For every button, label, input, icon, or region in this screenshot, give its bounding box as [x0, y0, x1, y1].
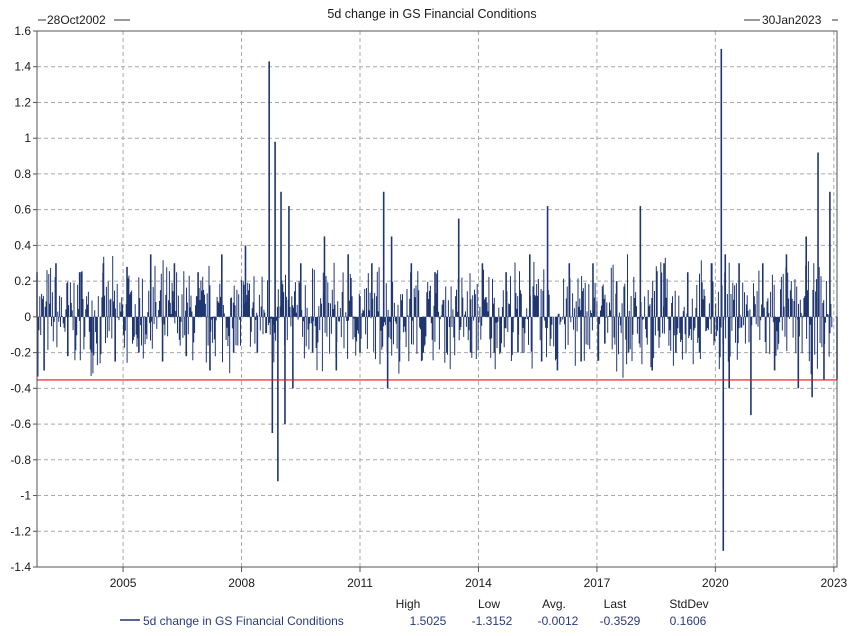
y-tick-label: 1.2 [14, 95, 31, 109]
stat-header-low: Low [478, 597, 500, 611]
x-tick-label: 2020 [702, 576, 729, 590]
series-line [36, 48, 838, 551]
stat-value-high: 1.5025 [410, 614, 447, 628]
x-tick-label: 2005 [110, 576, 137, 590]
y-tick-label: -1.4 [10, 560, 31, 574]
stat-value-last: -0.3529 [600, 614, 641, 628]
y-tick-label: 0.4 [14, 238, 31, 252]
y-tick-label: 0.6 [14, 203, 31, 217]
stat-value-low: -1.3152 [472, 614, 513, 628]
stat-value-avg: -0.0012 [538, 614, 579, 628]
y-tick-label: -0.4 [10, 381, 31, 395]
x-tick-label: 2011 [347, 576, 373, 590]
stat-header-high: High [396, 597, 421, 611]
series-noise [37, 254, 833, 378]
stat-header-stddev: StdDev [669, 597, 708, 611]
end-date-label: 30Jan2023 [762, 13, 822, 27]
y-tick-label: 1.4 [14, 60, 31, 74]
legend-series-label: 5d change in GS Financial Conditions [143, 614, 344, 628]
y-tick-label: 0.8 [14, 167, 31, 181]
stat-value-stddev: 0.1606 [670, 614, 707, 628]
x-tick-label: 2014 [465, 576, 492, 590]
y-axis-ticks: 1.6 1.4 1.2 1 0.8 0.6 0.4 0.2 0 -0.2 -0.4 -0.6 -0.8 -… [10, 24, 37, 574]
y-tick-label: -1 [20, 489, 31, 503]
y-tick-label: 0.2 [14, 274, 31, 288]
x-tick-label: 2023 [820, 576, 847, 590]
y-tick-label: -0.6 [10, 417, 31, 431]
x-tick-label: 2008 [228, 576, 255, 590]
stat-header-avg: Avg. [542, 597, 566, 611]
y-tick-label: 1.6 [14, 24, 31, 38]
y-tick-label: -1.2 [10, 524, 31, 538]
y-tick-label: 0 [24, 310, 31, 324]
chart-title: 5d change in GS Financial Conditions [327, 7, 536, 21]
plot-frame [36, 30, 838, 568]
x-axis-ticks: 2005 2008 2011 2014 2017 2020 2023 [110, 567, 848, 590]
y-tick-label: 1 [24, 131, 31, 145]
stat-header-last: Last [604, 597, 627, 611]
y-tick-label: -0.8 [10, 453, 31, 467]
y-tick-label: -0.2 [10, 346, 31, 360]
x-tick-label: 2017 [584, 576, 611, 590]
start-date-label: 28Oct2002 [47, 13, 106, 27]
